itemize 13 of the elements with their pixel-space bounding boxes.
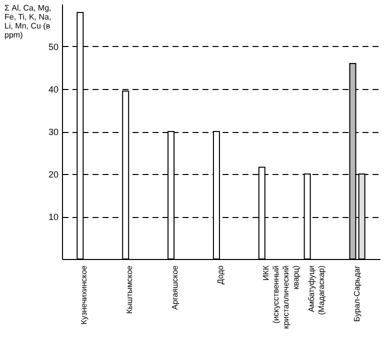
x-tick-label: Кузнечихинское [80,264,89,324]
x-tick-label: Бурал-Сарьдаг [352,265,362,322]
x-tick-label: Додо [216,264,225,284]
y-tick-label: 10 [48,212,58,222]
y-tick-label: 50 [48,42,58,52]
x-tick-label: Кыштымское [125,264,134,314]
x-tick-label: Аргаяшское [170,264,180,310]
y-tick-label: 20 [48,170,58,180]
y-axis-title: Σ Al, Ca, Mg, Fe, Ti, K, Na, Li, Mn, Cu (в ppm) [4,4,52,40]
y-tick-label: 30 [48,127,58,137]
x-tick-label: Амбатуфуци (Мадагаскар) [306,265,326,315]
y-tick-label: 40 [48,84,58,94]
x-tick-label: ИКК (искусственный кристаллический кварц) [261,265,300,329]
